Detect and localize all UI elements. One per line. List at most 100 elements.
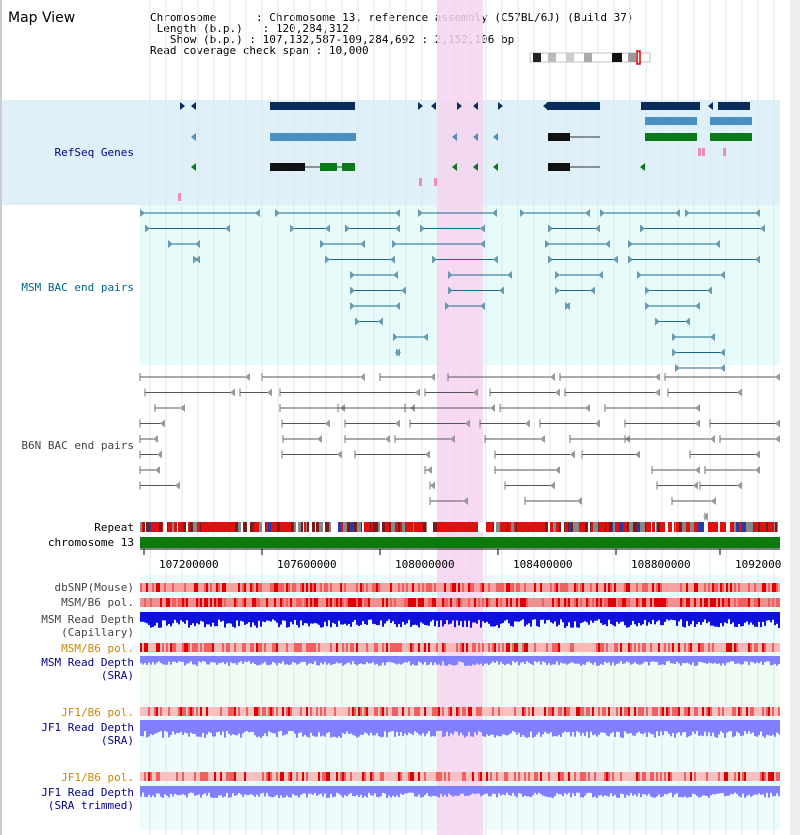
- read-depth-bar[interactable]: [154, 786, 156, 798]
- polymorphism-cell[interactable]: [304, 583, 306, 592]
- polymorphism-cell[interactable]: [154, 598, 156, 607]
- polymorphism-cell[interactable]: [564, 598, 566, 607]
- read-depth-bar[interactable]: [544, 720, 546, 732]
- polymorphism-cell[interactable]: [626, 772, 628, 781]
- polymorphism-cell[interactable]: [224, 772, 226, 781]
- polymorphism-cell[interactable]: [248, 643, 250, 652]
- read-depth-bar[interactable]: [636, 656, 638, 664]
- read-depth-bar[interactable]: [218, 612, 220, 620]
- polymorphism-cell[interactable]: [238, 643, 240, 652]
- polymorphism-cell[interactable]: [472, 598, 474, 607]
- polymorphism-cell[interactable]: [598, 707, 600, 716]
- repeat-block[interactable]: [545, 522, 548, 532]
- read-depth-bar[interactable]: [400, 786, 402, 794]
- polymorphism-cell[interactable]: [552, 598, 554, 607]
- repeat-block[interactable]: [590, 522, 591, 532]
- read-depth-bar[interactable]: [486, 656, 488, 664]
- read-depth-bar[interactable]: [210, 612, 212, 627]
- polymorphism-cell[interactable]: [774, 583, 776, 592]
- polymorphism-cell[interactable]: [770, 707, 772, 716]
- polymorphism-cell[interactable]: [284, 772, 286, 781]
- repeat-block[interactable]: [724, 522, 726, 532]
- polymorphism-cell[interactable]: [610, 772, 612, 781]
- repeat-block[interactable]: [149, 522, 151, 532]
- polymorphism-cell[interactable]: [748, 598, 750, 607]
- polymorphism-cell[interactable]: [572, 598, 574, 607]
- msm-bac-end[interactable]: [595, 224, 600, 233]
- polymorphism-cell[interactable]: [444, 583, 446, 592]
- polymorphism-cell[interactable]: [554, 583, 556, 592]
- msm-bac-end[interactable]: [685, 317, 690, 326]
- polymorphism-cell[interactable]: [544, 707, 546, 716]
- read-depth-bar[interactable]: [656, 612, 658, 622]
- repeat-block[interactable]: [414, 522, 418, 532]
- read-depth-bar[interactable]: [716, 786, 718, 794]
- polymorphism-cell[interactable]: [444, 598, 446, 607]
- polymorphism-cell[interactable]: [606, 598, 608, 607]
- read-depth-bar[interactable]: [218, 786, 220, 796]
- polymorphism-cell[interactable]: [728, 598, 730, 607]
- b6n-bac-end[interactable]: [463, 497, 468, 505]
- read-depth-bar[interactable]: [476, 786, 478, 794]
- polymorphism-cell[interactable]: [416, 643, 418, 652]
- polymorphism-cell[interactable]: [432, 583, 434, 592]
- polymorphism-cell[interactable]: [270, 583, 272, 592]
- read-depth-bar[interactable]: [422, 786, 424, 798]
- repeat-block[interactable]: [645, 522, 646, 532]
- read-depth-bar[interactable]: [668, 720, 670, 734]
- read-depth-bar[interactable]: [470, 786, 472, 795]
- read-depth-bar[interactable]: [564, 612, 566, 628]
- read-depth-bar[interactable]: [592, 720, 594, 736]
- read-depth-bar[interactable]: [632, 786, 634, 796]
- polymorphism-cell[interactable]: [214, 598, 216, 607]
- polymorphism-cell[interactable]: [284, 598, 286, 607]
- polymorphism-cell[interactable]: [296, 583, 298, 592]
- read-depth-bar[interactable]: [286, 656, 288, 665]
- polymorphism-cell[interactable]: [302, 643, 304, 652]
- read-depth-bar[interactable]: [598, 720, 600, 735]
- polymorphism-cell[interactable]: [288, 707, 290, 716]
- msm-bac-end[interactable]: [420, 224, 425, 233]
- b6n-bac-end[interactable]: [473, 388, 478, 397]
- read-depth-bar[interactable]: [404, 786, 406, 794]
- repeat-block[interactable]: [243, 522, 244, 532]
- read-depth-bar[interactable]: [194, 720, 196, 734]
- polymorphism-cell[interactable]: [376, 643, 378, 652]
- polymorphism-cell[interactable]: [668, 707, 670, 716]
- read-depth-bar[interactable]: [440, 612, 442, 621]
- polymorphism-cell[interactable]: [496, 643, 498, 652]
- read-depth-bar[interactable]: [166, 786, 168, 796]
- gene-marker[interactable]: [723, 148, 726, 156]
- read-depth-bar[interactable]: [638, 612, 640, 623]
- polymorphism-cell[interactable]: [734, 707, 736, 716]
- read-depth-bar[interactable]: [478, 612, 480, 620]
- read-depth-bar[interactable]: [530, 656, 532, 665]
- read-depth-bar[interactable]: [582, 656, 584, 665]
- read-depth-bar[interactable]: [472, 786, 474, 794]
- polymorphism-cell[interactable]: [324, 583, 326, 592]
- read-depth-bar[interactable]: [566, 720, 568, 733]
- polymorphism-cell[interactable]: [228, 707, 230, 716]
- polymorphism-cell[interactable]: [728, 772, 730, 781]
- polymorphism-cell[interactable]: [756, 643, 758, 652]
- polymorphism-cell[interactable]: [504, 583, 506, 592]
- repeat-block[interactable]: [303, 522, 304, 532]
- polymorphism-cell[interactable]: [204, 643, 206, 652]
- gene-feature[interactable]: [547, 102, 600, 110]
- read-depth-bar[interactable]: [536, 786, 538, 795]
- read-depth-bar[interactable]: [182, 656, 184, 662]
- repeat-block[interactable]: [568, 522, 569, 532]
- polymorphism-cell[interactable]: [570, 643, 572, 652]
- polymorphism-cell[interactable]: [452, 583, 454, 592]
- polymorphism-cell[interactable]: [362, 643, 364, 652]
- polymorphism-cell[interactable]: [524, 643, 526, 652]
- msm-bac-end[interactable]: [432, 255, 437, 264]
- read-depth-bar[interactable]: [716, 656, 718, 665]
- polymorphism-cell[interactable]: [598, 583, 600, 592]
- polymorphism-cell[interactable]: [570, 583, 572, 592]
- read-depth-bar[interactable]: [760, 786, 762, 795]
- repeat-block[interactable]: [633, 522, 637, 532]
- polymorphism-cell[interactable]: [692, 707, 694, 716]
- read-depth-bar[interactable]: [606, 612, 608, 627]
- read-depth-bar[interactable]: [198, 656, 200, 662]
